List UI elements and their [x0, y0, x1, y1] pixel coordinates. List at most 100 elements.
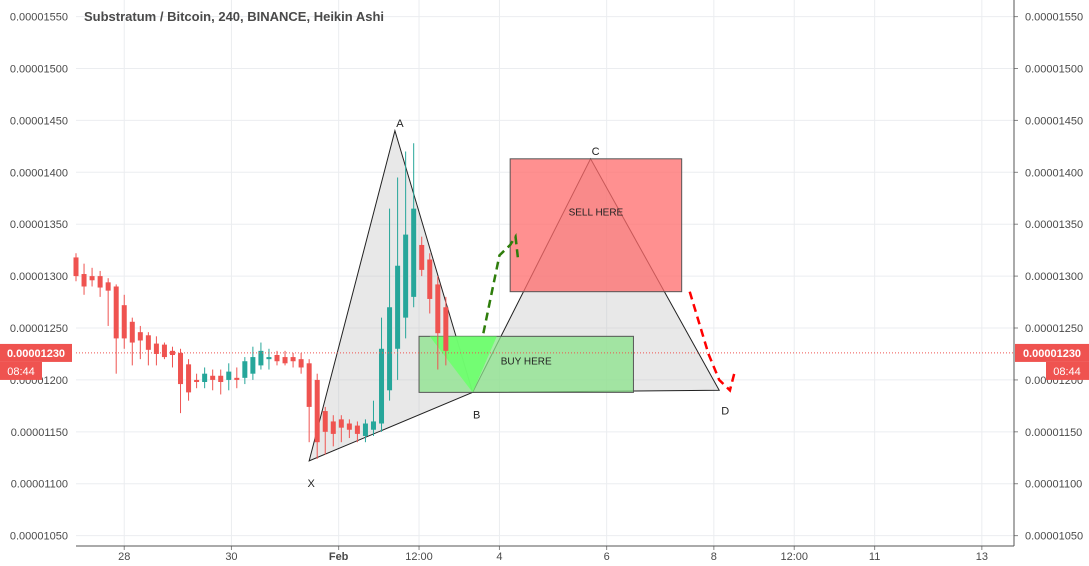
price-tag-left	[0, 343, 72, 362]
candle-body	[186, 364, 192, 393]
countdown-tag-right-value: 08:44	[1053, 366, 1081, 378]
y-tick-label-right: 0.00001150	[1025, 427, 1082, 439]
x-tick-label: 28	[118, 551, 130, 563]
point-label-x: X	[307, 478, 315, 490]
candle-body	[387, 307, 393, 391]
candle-body	[427, 259, 433, 299]
candle-body	[137, 332, 143, 341]
x-tick-label: 11	[869, 551, 880, 563]
price-tag-right	[1015, 343, 1089, 362]
candle-body	[354, 425, 360, 434]
point-label-a: A	[396, 118, 404, 130]
point-label-b: B	[473, 409, 480, 421]
candle-body	[419, 244, 425, 270]
y-tick-label-left: 0.00001500	[10, 64, 68, 76]
candle-body	[306, 363, 312, 407]
candle-body	[330, 421, 336, 434]
x-tick-label: 12:00	[405, 551, 433, 563]
candle-body	[314, 379, 320, 443]
candle-body	[81, 274, 87, 287]
point-label-c: C	[592, 146, 600, 158]
candlestick-series	[73, 143, 449, 459]
y-tick-label-left: 0.00001550	[10, 12, 68, 24]
y-tick-label-right: 0.00001250	[1025, 323, 1083, 335]
pattern-point-labels: X A B C D	[307, 118, 729, 490]
countdown-tag-right	[1046, 361, 1089, 380]
candle-body	[282, 357, 288, 364]
y-tick-label-left: 0.00001050	[10, 531, 68, 543]
candle-body	[105, 282, 111, 291]
candle-body	[89, 276, 95, 281]
x-tick-label: 30	[225, 551, 237, 563]
candle-body	[290, 357, 296, 362]
y-tick-label-right: 0.00001400	[1025, 167, 1083, 179]
x-tick-label: 12:00	[780, 551, 808, 563]
y-tick-label-right: 0.00001350	[1025, 219, 1083, 231]
x-tick-label: Feb	[329, 551, 349, 563]
y-tick-label-right: 0.00001300	[1025, 271, 1083, 283]
chart-title: Substratum / Bitcoin, 240, BINANCE, Heik…	[84, 9, 384, 24]
candle-body	[338, 419, 344, 428]
price-tag-left-value: 0.00001230	[7, 348, 65, 360]
candle-body	[258, 350, 264, 366]
candle-body	[411, 208, 417, 297]
candle-body	[202, 373, 208, 382]
candle-body	[435, 284, 441, 334]
y-tick-label-left: 0.00001400	[10, 167, 68, 179]
candle-body	[242, 361, 248, 378]
y-tick-label-left: 0.00001250	[10, 323, 68, 335]
axes: 0.00001050 0.00001050 0.00001100 0.00001100…	[10, 0, 1083, 563]
candle-body	[194, 379, 200, 382]
sell-here-zone	[509, 158, 683, 293]
candle-body	[226, 371, 232, 380]
candle-body	[395, 265, 401, 349]
candle-body	[210, 375, 216, 380]
candle-body	[403, 234, 409, 318]
price-tag-right-value: 0.00001230	[1023, 348, 1081, 360]
candle-body	[145, 335, 151, 350]
y-tick-label-right: 0.00001100	[1025, 479, 1082, 491]
x-tick-label: 13	[976, 551, 988, 563]
y-tick-label-left: 0.00001100	[11, 479, 68, 491]
candle-body	[274, 355, 280, 362]
bullish-projection	[482, 233, 520, 334]
candle-body	[178, 352, 184, 385]
candle-body	[266, 357, 272, 360]
sell-here-label: SELL HERE	[569, 207, 624, 218]
candle-body	[379, 348, 385, 424]
xab-triangle	[308, 128, 474, 462]
x-tick-label: 4	[496, 551, 502, 563]
candle-body	[250, 357, 256, 374]
current-price-markers: 0.00001230 08:44 0.00001230 08:44	[0, 343, 1089, 380]
point-label-d: D	[721, 405, 729, 417]
candle-body	[161, 344, 167, 358]
y-tick-label-right: 0.00001550	[1025, 12, 1083, 24]
y-tick-label-left: 0.00001300	[10, 271, 68, 283]
candle-body	[121, 305, 127, 339]
x-tick-label: 8	[711, 551, 717, 563]
candle-body	[113, 286, 119, 339]
candle-body	[370, 421, 376, 430]
y-tick-label-left: 0.00001350	[10, 219, 68, 231]
candle-body	[234, 377, 240, 380]
candle-body	[218, 375, 224, 382]
y-tick-label-left: 0.00001450	[10, 115, 68, 127]
trade-zones: SELL HERE BUY HERE	[418, 158, 683, 393]
x-tick-label: 6	[604, 551, 610, 563]
candle-body	[443, 307, 449, 351]
projection-paths	[482, 233, 737, 393]
candle-body	[322, 411, 328, 432]
candle-body	[153, 343, 159, 354]
y-tick-label-right: 0.00001500	[1025, 64, 1083, 76]
countdown-tag-left	[0, 361, 42, 380]
buy-here-label: BUY HERE	[501, 356, 552, 367]
y-tick-label-left: 0.00001150	[11, 427, 68, 439]
y-tick-label-right: 0.00001050	[1025, 531, 1083, 543]
candle-body	[346, 423, 352, 430]
countdown-tag-left-value: 08:44	[7, 366, 35, 378]
y-tick-label-right: 0.00001450	[1025, 115, 1083, 127]
candle-body	[298, 359, 304, 368]
candle-body	[97, 276, 103, 288]
bearish-projection	[688, 291, 737, 393]
